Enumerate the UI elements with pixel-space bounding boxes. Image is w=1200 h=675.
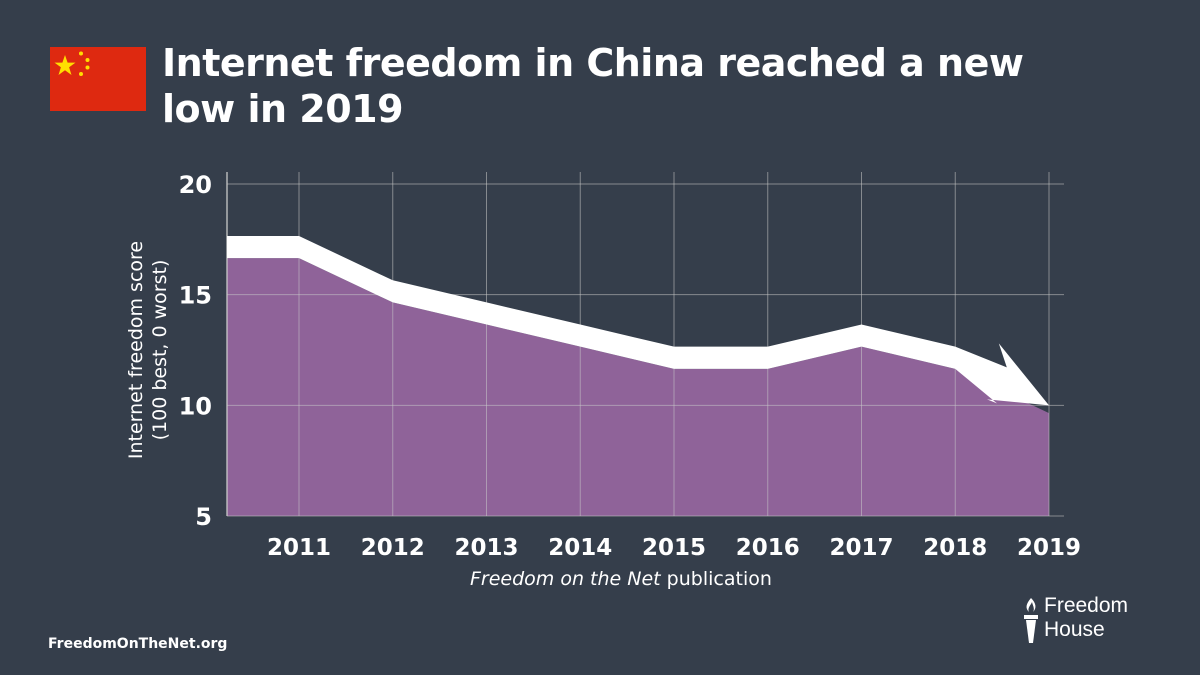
y-axis-label-line1: Internet freedom score: [125, 240, 147, 460]
y-tick-label: 5: [195, 503, 212, 531]
x-tick-label: 2017: [829, 535, 893, 561]
logo-line2: House: [1044, 618, 1105, 641]
y-tick-label: 15: [179, 282, 212, 310]
china-flag-icon: [50, 47, 146, 111]
x-axis-label-rest: publication: [660, 568, 772, 590]
y-tick-label: 10: [179, 392, 212, 420]
x-axis-label: Freedom on the Net publication: [470, 568, 772, 590]
flag-small-star: [79, 72, 83, 76]
flag-large-star: [54, 55, 76, 75]
x-tick-label: 2014: [548, 535, 612, 561]
torch-icon: [1024, 598, 1038, 643]
x-tick-label: 2011: [267, 535, 331, 561]
chart-title: Internet freedom in China reached a new …: [162, 41, 1024, 131]
x-tick-label: 2019: [1017, 535, 1081, 561]
x-tick-label: 2018: [923, 535, 987, 561]
x-tick-label: 2016: [736, 535, 800, 561]
y-axis-label: Internet freedom score (100 best, 0 wors…: [124, 241, 172, 459]
flag-small-star: [79, 51, 83, 56]
flag-small-star: [85, 58, 90, 62]
logo-line1: Freedom: [1044, 594, 1129, 617]
x-tick-label: 2015: [642, 535, 706, 561]
footer-url-link[interactable]: FreedomOnTheNet.org: [48, 636, 228, 652]
y-tick-label: 20: [179, 171, 212, 199]
x-axis-label-italic: Freedom on the Net: [470, 568, 661, 590]
y-axis-label-line2: (100 best, 0 worst): [149, 259, 171, 441]
trend-arrow: [227, 236, 1049, 406]
x-tick-label: 2013: [454, 535, 518, 561]
flag-small-star: [85, 65, 90, 70]
freedom-house-logo[interactable]: Freedom House: [1022, 594, 1162, 650]
area-fill: [227, 258, 1049, 516]
x-tick-label: 2012: [361, 535, 425, 561]
